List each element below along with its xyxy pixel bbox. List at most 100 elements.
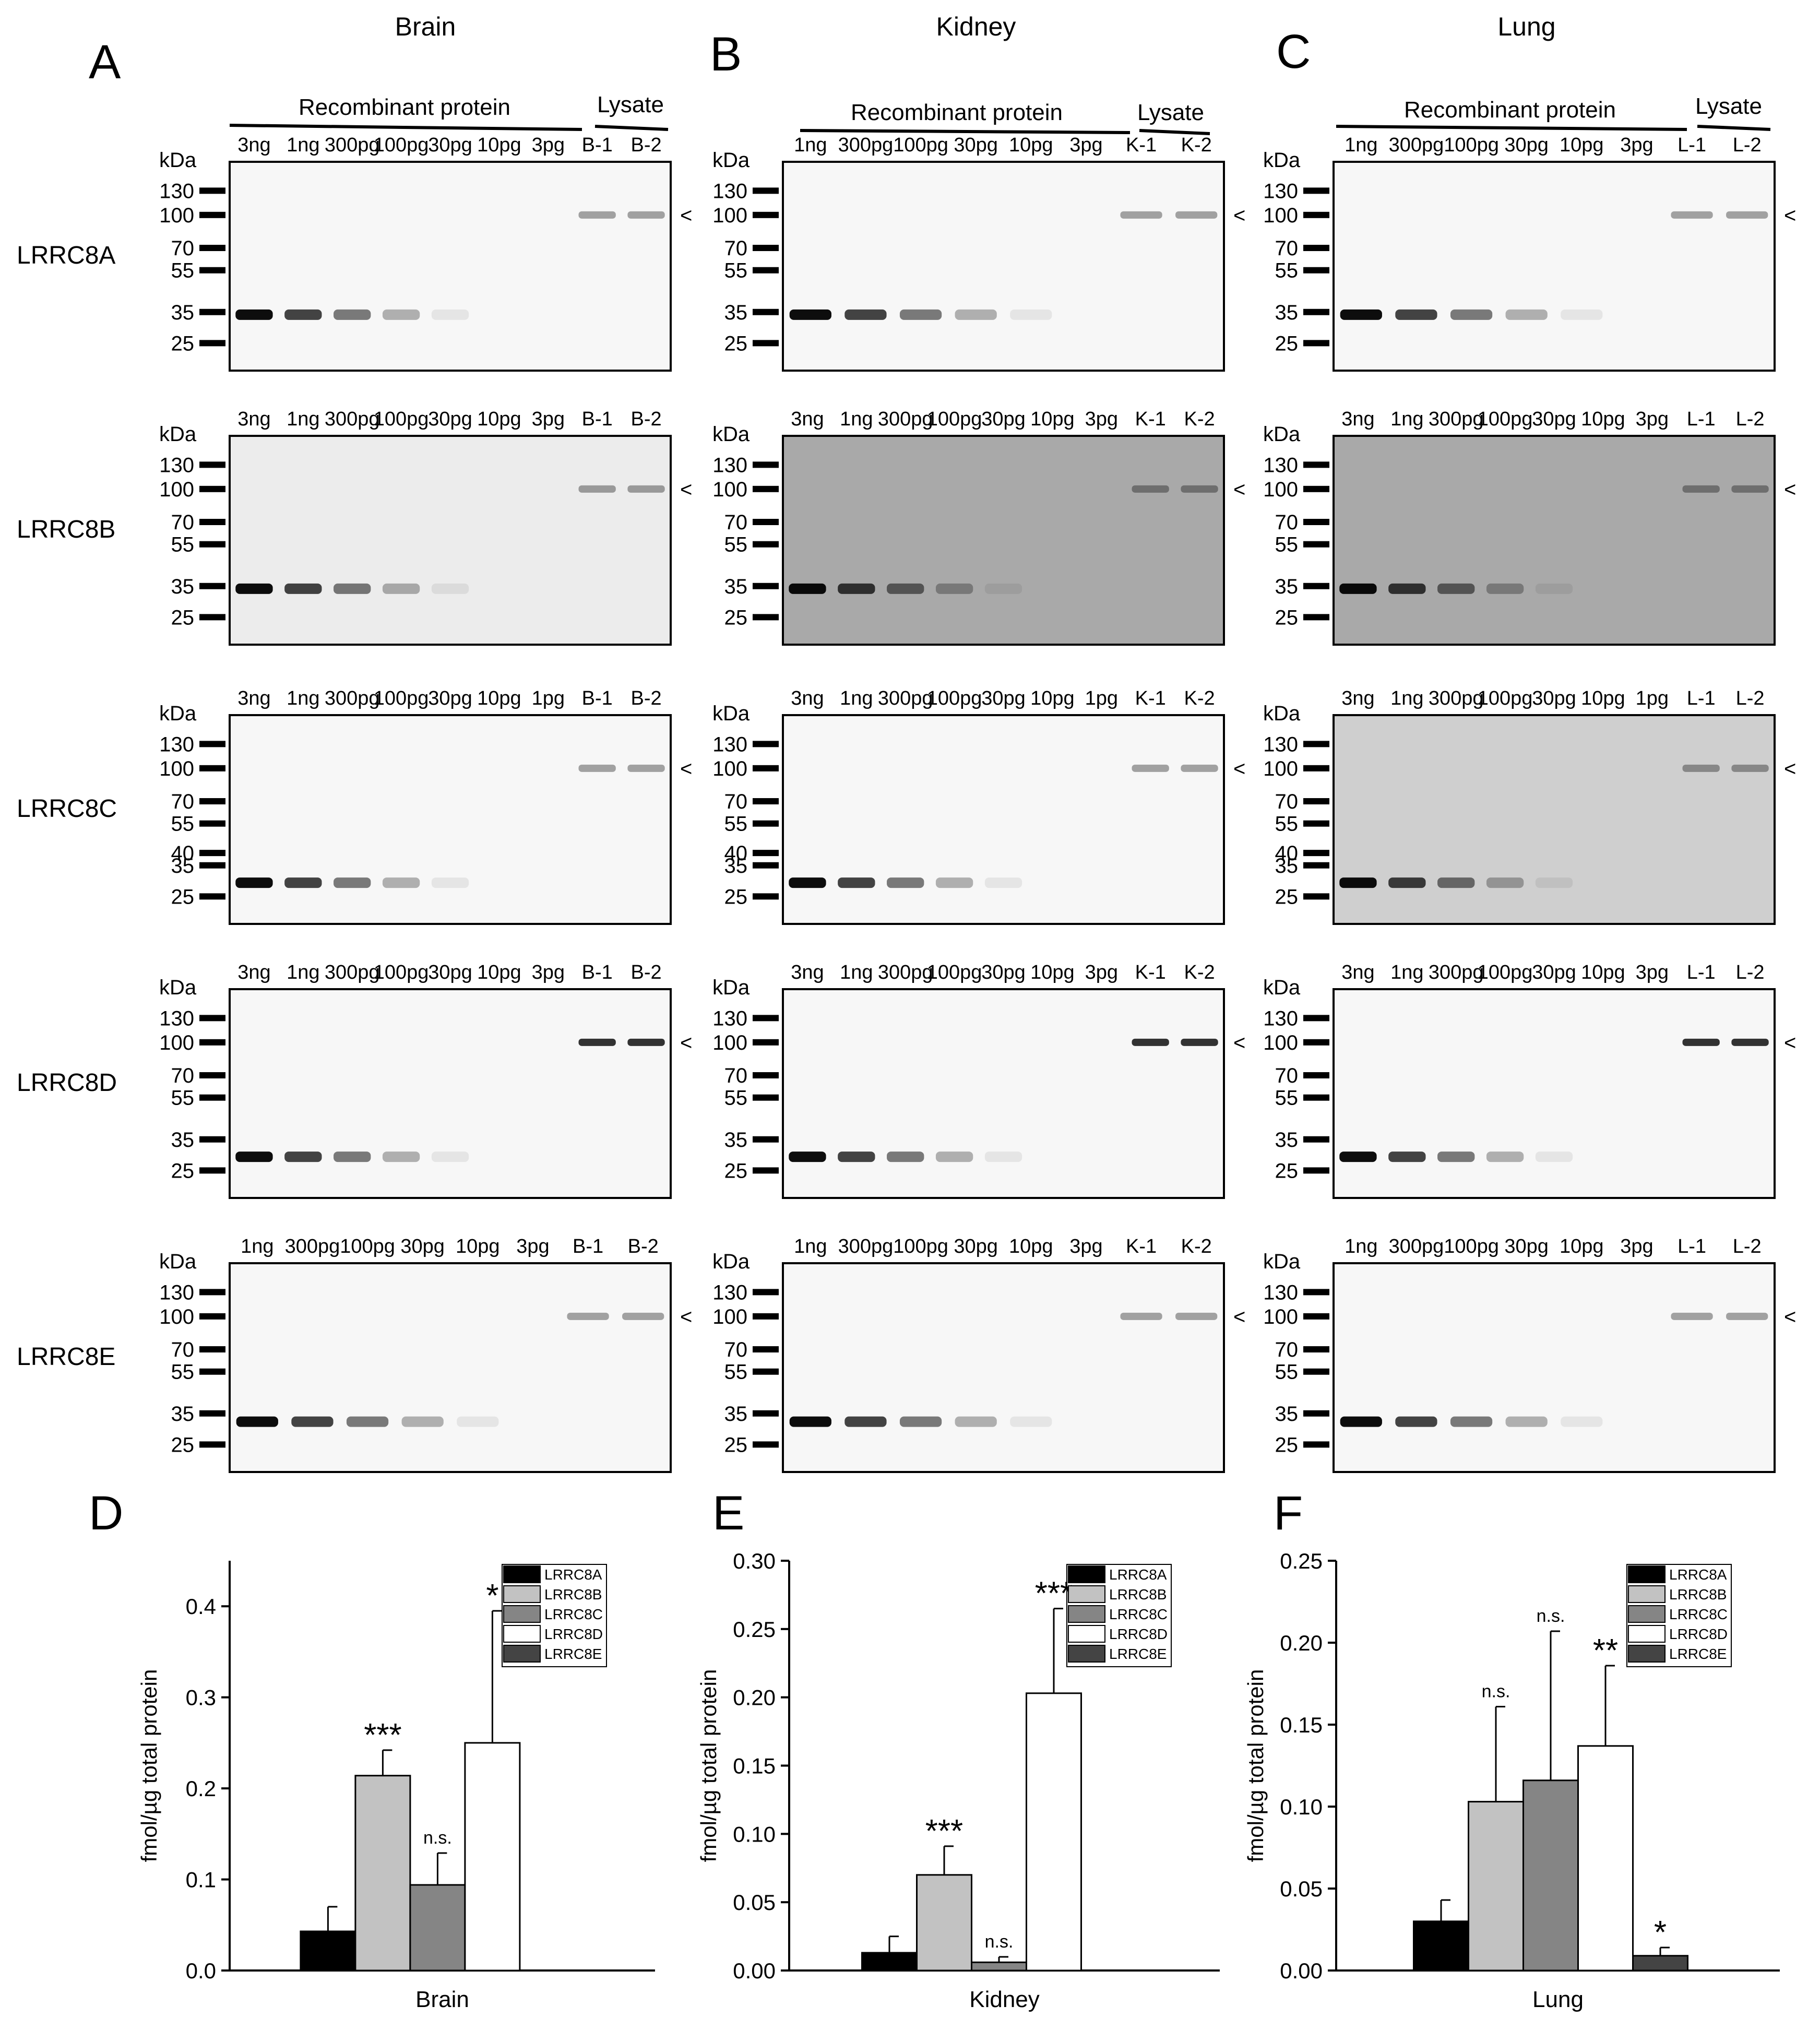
lane-label: B-1: [582, 408, 613, 430]
row-label-lrrc8b: LRRC8B: [17, 516, 115, 543]
ladder-mark: [753, 1136, 779, 1143]
lysate-band: [627, 211, 665, 219]
recombinant-band: [382, 583, 420, 594]
ladder-mark: [199, 741, 225, 747]
recombinant-band: [838, 1152, 875, 1162]
lane-label: 30pg: [981, 961, 1026, 983]
marker-label: 55: [171, 813, 195, 836]
blot-membrane: [229, 714, 672, 925]
recombinant-bracket: [1336, 125, 1687, 131]
lane-label: 100pg: [374, 134, 429, 156]
recombinant-band: [401, 1416, 444, 1427]
lane-label: 1ng: [241, 1236, 273, 1257]
marker-label: 130: [1263, 180, 1298, 203]
legend-swatch: [503, 1585, 541, 1603]
significance-label: n.s.: [1482, 1681, 1510, 1701]
ladder-mark: [1303, 1072, 1329, 1078]
legend-label: LRRC8E: [1109, 1646, 1167, 1662]
marker-label: 55: [724, 1087, 748, 1110]
marker-label: 35: [171, 1403, 195, 1426]
ladder-mark: [753, 1368, 779, 1375]
blot-membrane: [782, 435, 1225, 646]
lane-label: 3ng: [237, 961, 270, 983]
group-header-lung: Recombinant protein Lysate: [1336, 93, 1771, 131]
lysate-band: [627, 764, 665, 772]
lane-label: 30pg: [981, 687, 1026, 709]
ladder-mark: [1303, 308, 1329, 315]
ladder-mark: [753, 798, 779, 804]
bar-lrrc8d: [1026, 1692, 1082, 1972]
lane-label: 30pg: [981, 408, 1026, 430]
lysate-band: [1175, 211, 1218, 219]
marker-label: 25: [171, 1159, 195, 1182]
recombinant-band: [1339, 583, 1377, 594]
row-label-lrrc8a: LRRC8A: [17, 242, 115, 269]
lane-label: L-1: [1678, 134, 1706, 156]
lane-label: 30pg: [428, 961, 472, 983]
kda-label: kDa: [159, 423, 197, 446]
marker-label: 100: [159, 757, 194, 780]
y-tick-label: 0.3: [186, 1685, 216, 1710]
legend-frame: [502, 1564, 607, 1667]
marker-label: 70: [724, 1064, 748, 1087]
y-tick-label: 0.00: [733, 1958, 776, 1983]
ladder-mark: [199, 1015, 225, 1022]
lane-label: 10pg: [1560, 134, 1604, 156]
panel-letter-e: E: [712, 1487, 744, 1540]
lane-label: 3ng: [791, 961, 824, 983]
lysate-band: [578, 764, 616, 772]
lane-label: 100pg: [340, 1236, 395, 1257]
lysate-bracket: [1697, 125, 1771, 131]
x-axis-label: Lung: [1532, 1987, 1584, 2012]
recombinant-band: [789, 1152, 826, 1162]
recombinant-band: [935, 1152, 973, 1162]
recombinant-band: [1486, 1152, 1524, 1162]
recombinant-band: [1561, 1416, 1603, 1427]
ladder-mark: [199, 541, 225, 548]
significance-label: ***: [925, 1813, 963, 1849]
marker-label: 35: [724, 301, 748, 324]
band-arrow: <: [1233, 478, 1245, 501]
marker-label: 25: [1275, 1159, 1299, 1182]
lane-label: 3pg: [516, 1236, 549, 1257]
row-label-lrrc8c: LRRC8C: [17, 795, 117, 823]
ladder-mark: [199, 518, 225, 525]
recombinant-band: [1388, 877, 1426, 888]
lane-label: 3pg: [1069, 1236, 1102, 1257]
recombinant-bracket: [800, 129, 1131, 134]
kda-label: kDa: [159, 149, 197, 172]
ladder-mark: [1303, 1441, 1329, 1448]
marker-label: 25: [171, 332, 195, 355]
lane-label: 1pg: [532, 687, 565, 709]
recombinant-band: [1339, 877, 1377, 888]
marker-label: 70: [724, 1338, 748, 1361]
lane-label: 300pg: [325, 408, 380, 430]
lane-label: 10pg: [1009, 1236, 1053, 1257]
lysate-band: [1731, 1038, 1769, 1046]
lane-label: L-2: [1733, 134, 1762, 156]
ladder-mark: [1303, 798, 1329, 804]
lane-label: B-2: [631, 961, 661, 983]
significance-label: n.s.: [985, 1932, 1014, 1952]
recombinant-band: [382, 1152, 420, 1162]
recombinant-band: [1561, 309, 1603, 320]
ladder-mark: [199, 187, 225, 194]
tissue-title-brain: Brain: [395, 12, 456, 41]
ladder-mark: [1303, 1136, 1329, 1143]
lane-label: 100pg: [1478, 961, 1533, 983]
recombinant-band: [334, 583, 371, 594]
ladder-mark: [753, 1072, 779, 1078]
marker-label: 40: [171, 842, 195, 865]
bar-lrrc8d: [1577, 1745, 1634, 1972]
legend-swatch: [1068, 1605, 1105, 1623]
lane-label: B-1: [582, 687, 613, 709]
lysate-band: [627, 485, 665, 493]
lane-label: 30pg: [1532, 961, 1576, 983]
kda-label: kDa: [712, 149, 750, 172]
marker-label: 35: [724, 1129, 748, 1152]
lane-label: 100pg: [927, 408, 982, 430]
